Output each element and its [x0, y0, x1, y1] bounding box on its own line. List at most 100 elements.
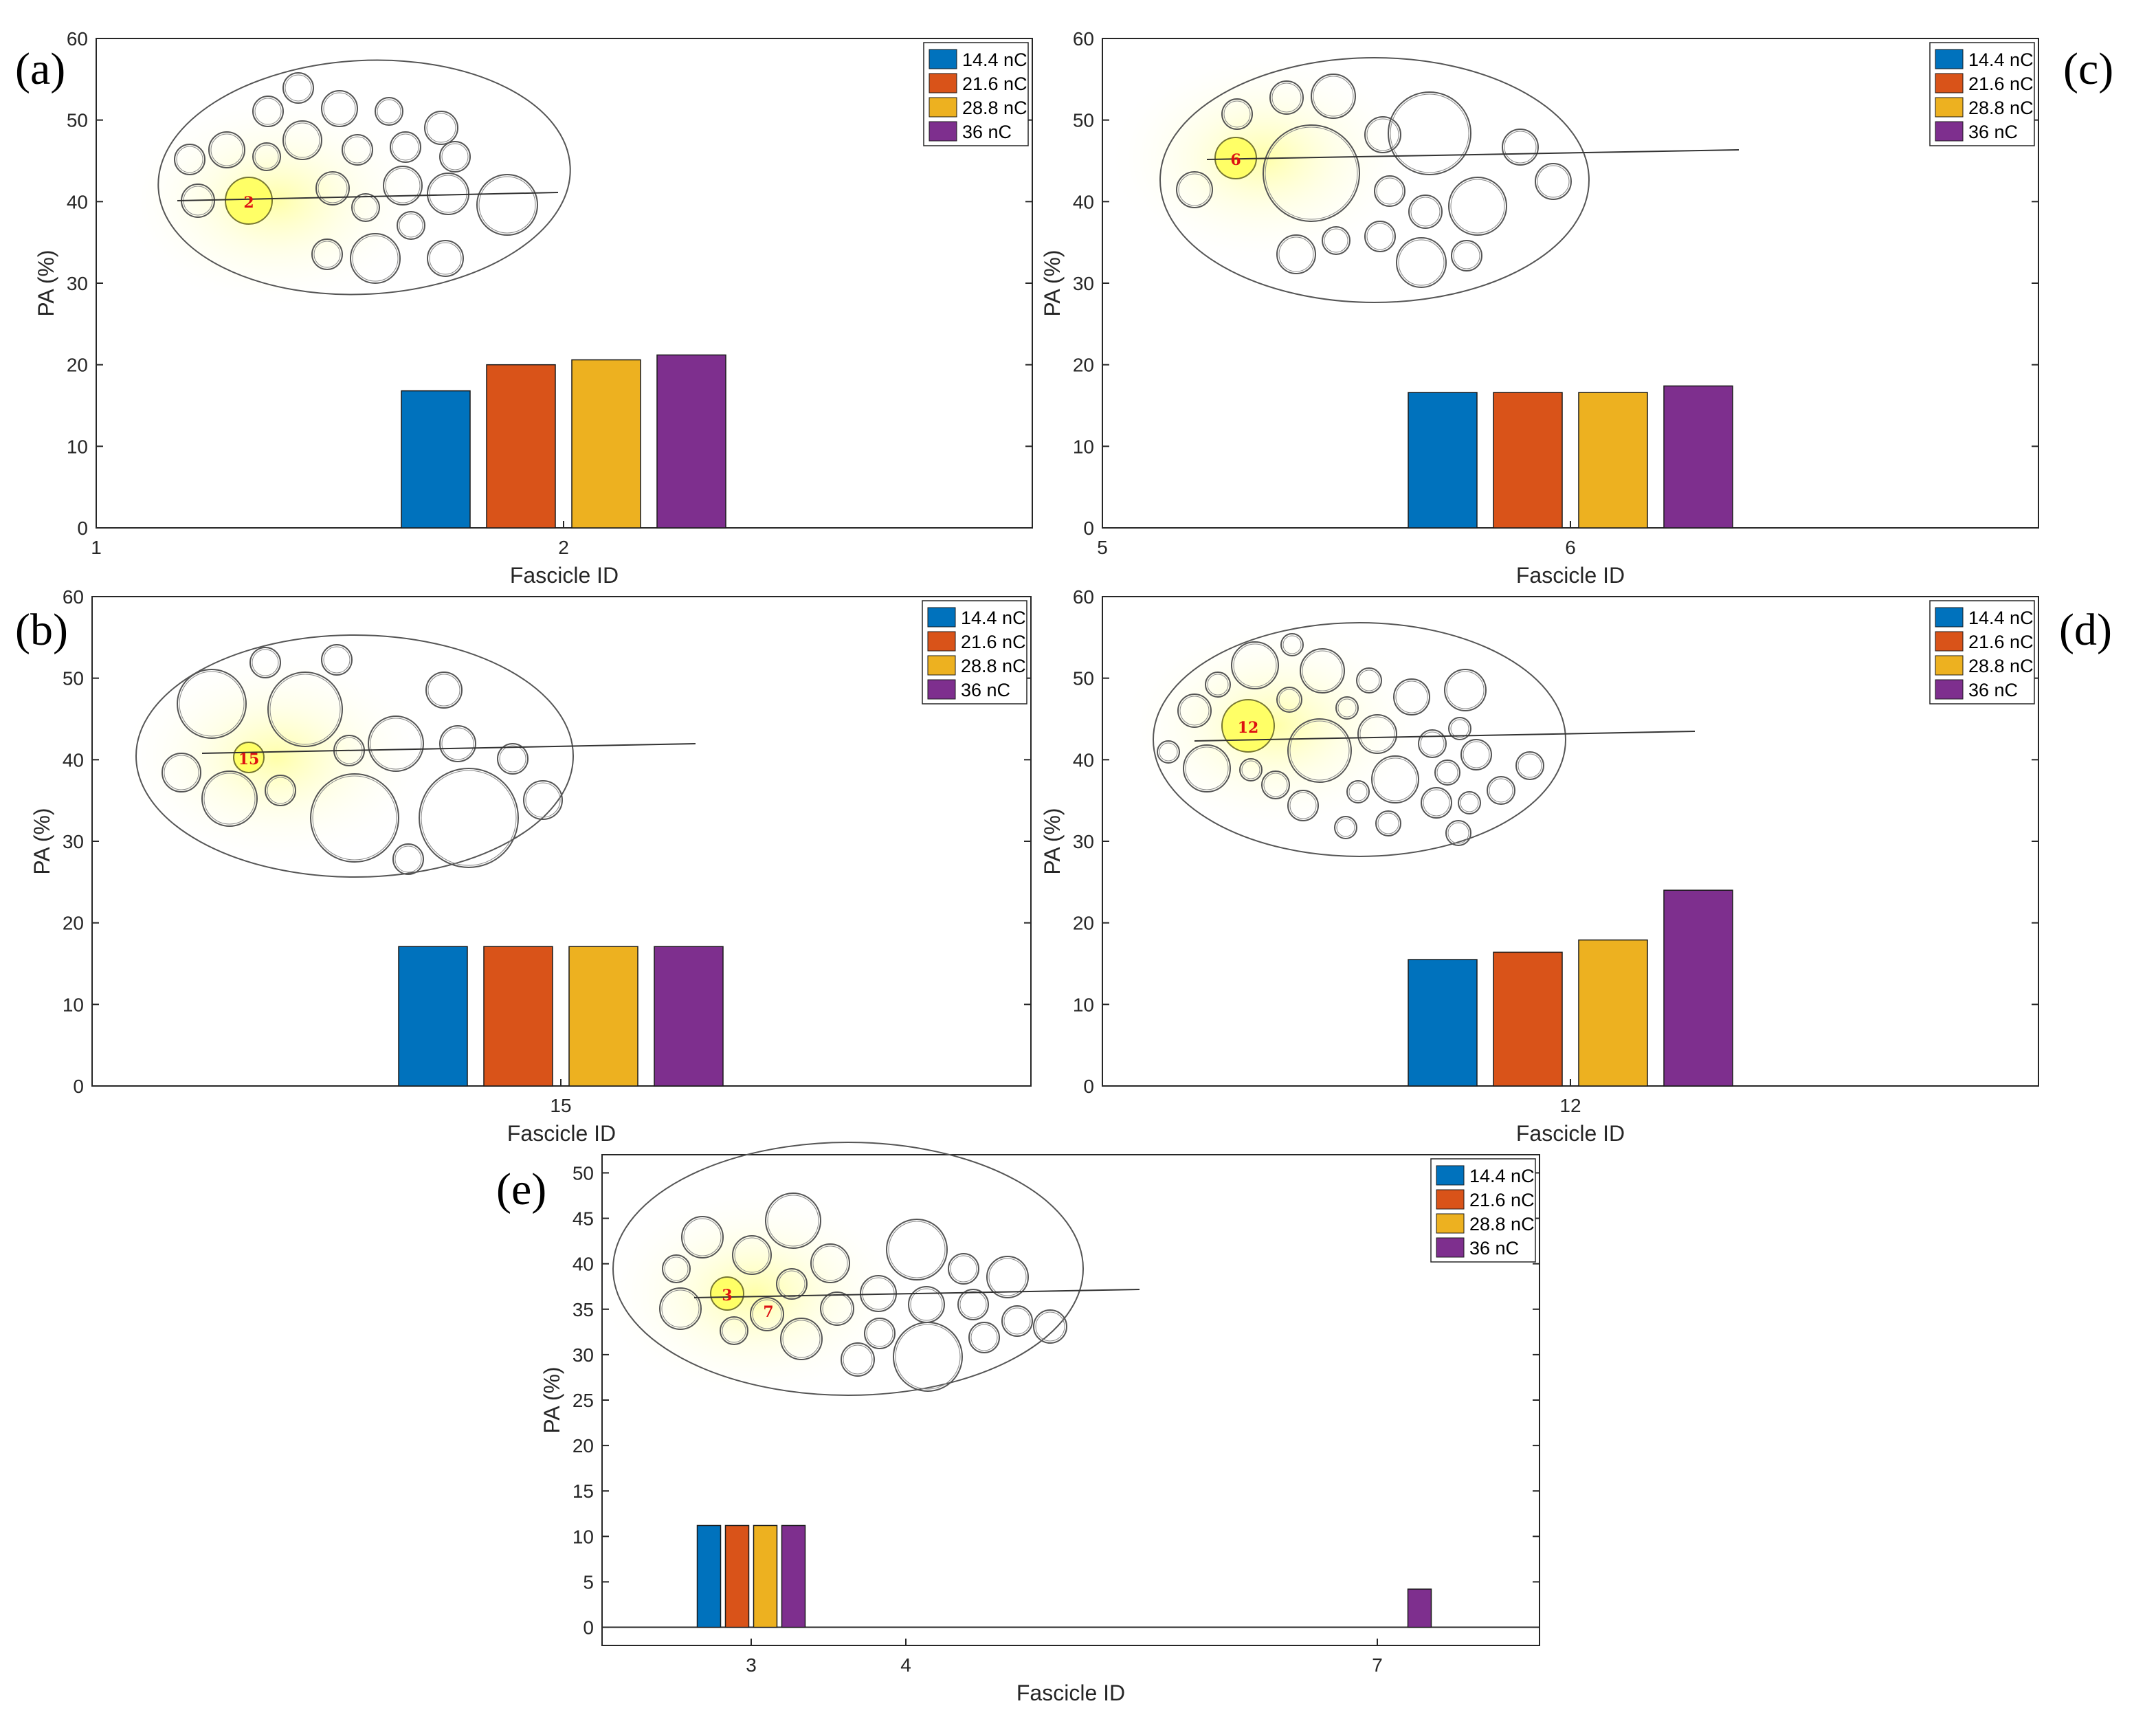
fascicle-circle-inner — [1265, 126, 1358, 220]
fascicle-circle-inner — [843, 1344, 873, 1375]
y-tick-label: 30 — [1073, 273, 1094, 294]
nerve-outline — [1153, 622, 1566, 857]
legend-swatch — [1935, 97, 1964, 118]
bar — [401, 390, 471, 529]
fascicle-circle-inner — [525, 782, 561, 818]
y-tick-label: 40 — [63, 749, 84, 770]
fascicle-circle-inner — [1003, 1307, 1031, 1335]
legend-entry: 14.4 nC — [1968, 49, 2034, 70]
fascicle-circle — [427, 240, 464, 277]
fascicle-circle-inner — [427, 674, 460, 707]
legend-swatch — [1935, 679, 1964, 700]
fascicle-circle-inner — [1278, 236, 1314, 272]
fascicle-circle — [249, 647, 281, 678]
y-tick-label: 20 — [67, 355, 88, 376]
fascicle-circle — [311, 239, 343, 270]
y-tick-label: 40 — [1073, 749, 1094, 770]
legend-entry: 28.8 nC — [1968, 656, 2034, 676]
fascicle-circle-inner — [1337, 698, 1357, 718]
y-tick-label: 35 — [573, 1299, 594, 1320]
legend-swatch — [929, 49, 957, 69]
fascicle-circle-inner — [1447, 822, 1469, 844]
panel-label: (a) — [15, 44, 65, 94]
bar — [1493, 951, 1563, 1087]
bar — [568, 946, 638, 1087]
fascicle-circle-inner — [1359, 716, 1395, 752]
fascicle-circle-inner — [767, 1195, 819, 1247]
fascicle-circle-inner — [1398, 239, 1445, 286]
legend-swatch — [1436, 1213, 1465, 1234]
fascicle-circle-inner — [1241, 760, 1260, 779]
x-tick-label: 12 — [1559, 1095, 1581, 1116]
fascicle-circle — [1300, 648, 1345, 694]
fascicle-number-label: 15 — [238, 751, 260, 768]
x-axis-label: Fascicle ID — [507, 1121, 616, 1146]
fascicle-circle — [497, 743, 529, 775]
fascicle-circle-inner — [421, 770, 517, 866]
fascicle-circle-inner — [1446, 671, 1485, 709]
y-tick-label: 20 — [573, 1435, 594, 1456]
fascicle-circle — [1269, 80, 1304, 115]
fascicle-circle — [1396, 237, 1447, 288]
fascicle-circle — [321, 644, 353, 676]
legend-swatch — [927, 631, 956, 652]
y-tick-label: 30 — [1073, 831, 1094, 852]
y-tick-label: 10 — [573, 1526, 594, 1547]
bar — [656, 354, 726, 529]
fascicle-circle-inner — [478, 176, 536, 234]
legend-entry: 36 nC — [1968, 122, 2018, 142]
fascicle-circle-inner — [1453, 242, 1480, 269]
fascicle-circle — [523, 780, 563, 820]
fascicle-circle — [886, 1219, 948, 1280]
legend-entry: 36 nC — [1968, 680, 2018, 700]
y-tick-label: 5 — [583, 1571, 594, 1593]
fascicle-circle-inner — [1377, 812, 1399, 834]
y-axis-label: PA (%) — [30, 808, 54, 874]
fascicle-circle — [1375, 810, 1401, 836]
fascicle-circle-inner — [1223, 100, 1251, 128]
fascicle-circle-inner — [1366, 118, 1399, 151]
panel-label: (d) — [2059, 605, 2112, 655]
legend-swatch — [1935, 631, 1964, 652]
fascicle-circle — [375, 97, 403, 126]
fascicle-circle — [1276, 234, 1316, 274]
y-tick-label: 25 — [573, 1390, 594, 1411]
fascicle-circle — [162, 753, 201, 792]
highlighted-fascicle — [225, 177, 273, 225]
legend-swatch — [929, 97, 957, 118]
fascicle-circle — [681, 1216, 724, 1258]
fascicle-circle — [282, 120, 322, 160]
fascicle-circle-inner — [285, 74, 312, 102]
fascicle-circle — [1434, 759, 1460, 786]
legend-entry: 21.6 nC — [1968, 632, 2034, 652]
electrode-line — [693, 1289, 1140, 1298]
fascicle-circle-inner — [179, 671, 245, 737]
fascicle-circle-inner — [176, 146, 203, 173]
legend-entry: 14.4 nC — [1968, 608, 2034, 628]
fascicle-circle — [720, 1316, 748, 1345]
fascicle-circle-inner — [1450, 179, 1505, 234]
panel-label: (b) — [15, 605, 68, 655]
fascicle-circle-inner — [1179, 696, 1210, 726]
fascicle-circle-inner — [394, 845, 422, 873]
fascicle-circle — [1418, 729, 1447, 758]
fascicle-circle — [1261, 770, 1290, 799]
y-tick-label: 30 — [63, 831, 84, 852]
fascicle-circle — [1448, 717, 1471, 740]
y-tick-label: 50 — [573, 1162, 594, 1184]
legend-entry: 21.6 nC — [1968, 74, 2034, 94]
fascicle-circle-inner — [441, 143, 469, 170]
fascicle-circle — [1177, 694, 1212, 728]
fascicle-circle-inner — [1420, 731, 1445, 756]
legend-entry: 28.8 nC — [962, 98, 1027, 118]
fascicle-circle-inner — [1460, 793, 1479, 812]
fascicle-circle — [864, 1318, 896, 1349]
chart-panel: 15 0 10 20 30 40 50 60 15 Fascicle ID PA (%) 14.4 n… — [15, 586, 1032, 1146]
fascicle-circle-inner — [970, 1324, 998, 1351]
fascicle-circle-inner — [1282, 635, 1302, 654]
nerve-outline — [1159, 57, 1590, 303]
fascicle-circle-inner — [950, 1255, 977, 1283]
legend-entry: 36 nC — [962, 122, 1012, 142]
fascicle-circle — [1364, 116, 1401, 153]
fascicle-circle-inner — [1504, 131, 1537, 164]
